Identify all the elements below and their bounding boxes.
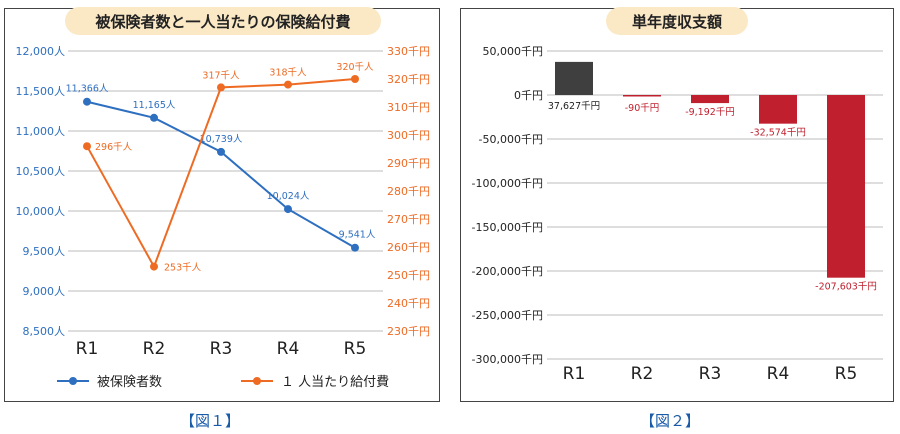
data-point xyxy=(83,142,91,151)
legend-marker xyxy=(253,377,261,385)
chart-title-1: 被保険者数と一人当たりの保険給付費 xyxy=(65,7,381,35)
data-label: 253千人 xyxy=(164,263,202,274)
y-tick-label: -200,000千円 xyxy=(472,265,543,278)
data-label: 37,627千円 xyxy=(548,101,600,112)
chart-title-2: 単年度収支額 xyxy=(606,7,748,35)
bar-chart: 50,000千円 0千円 -50,000千円 -100,000千円 -150,000千円… xyxy=(472,45,883,384)
y-tick-label-right: 260千円 xyxy=(387,241,430,254)
y-tick-label: -250,000千円 xyxy=(472,309,543,322)
legend-label: 被保険者数 xyxy=(97,375,162,390)
x-tick-label: R1 xyxy=(76,339,99,359)
data-point xyxy=(351,243,359,252)
y-tick-label-left: 10,500人 xyxy=(16,165,66,178)
y-tick-label: -50,000千円 xyxy=(479,133,543,146)
data-label: 318千人 xyxy=(269,68,307,79)
x-tick-label: R3 xyxy=(699,364,722,384)
chart-panel-2: 単年度収支額 50,000千円 0千円 -50,000千円 -100,000千円 -15… xyxy=(460,7,894,402)
y-tick-label: 50,000千円 xyxy=(483,45,544,58)
bar xyxy=(555,61,593,95)
data-point xyxy=(284,205,292,214)
x-tick-label: R4 xyxy=(767,364,790,384)
data-label: 10,024人 xyxy=(267,191,310,202)
legend-marker xyxy=(69,377,77,385)
data-point xyxy=(217,147,225,156)
data-point xyxy=(150,113,158,122)
data-label: 296千人 xyxy=(95,142,133,153)
chart-panel-1: 被保険者数と一人当たりの保険給付費 12,000人 11,500人 11,000人 1… xyxy=(4,7,440,402)
y-tick-label-right: 230千円 xyxy=(387,325,430,338)
y-tick-label-left: 10,000人 xyxy=(16,205,66,218)
x-tick-label: R5 xyxy=(835,364,858,384)
y-tick-label: -100,000千円 xyxy=(472,177,543,190)
data-label: -9,192千円 xyxy=(685,107,735,118)
y-tick-label-right: 320千円 xyxy=(387,73,430,86)
data-label: -32,574千円 xyxy=(750,128,806,139)
data-label: 11,165人 xyxy=(133,100,176,111)
y-tick-label-right: 290千円 xyxy=(387,157,430,170)
series-line-2 xyxy=(86,78,356,269)
y-tick-label-right: 330千円 xyxy=(387,45,430,58)
data-point xyxy=(284,80,292,89)
data-point xyxy=(217,83,225,92)
y-tick-label-left: 12,000人 xyxy=(16,45,66,58)
data-label: 320千人 xyxy=(336,62,374,73)
data-label: 317千人 xyxy=(202,70,240,81)
x-tick-label: R5 xyxy=(344,339,367,359)
bar xyxy=(691,95,729,104)
bar xyxy=(759,95,797,124)
y-tick-label-left: 11,000人 xyxy=(16,125,66,138)
figure-caption-2: 【図２】 xyxy=(640,412,701,430)
y-tick-label-left: 8,500人 xyxy=(23,325,66,338)
x-tick-label: R1 xyxy=(563,364,586,384)
series-line-1 xyxy=(86,100,356,249)
y-tick-label-left: 9,500人 xyxy=(23,245,66,258)
line-chart: 12,000人 11,500人 11,000人 10,500人 10,000人 9,500… xyxy=(16,45,431,390)
figure-caption-1: 【図１】 xyxy=(180,412,241,430)
bar xyxy=(827,95,865,278)
y-tick-label: 0千円 xyxy=(514,89,543,102)
data-label: -207,603千円 xyxy=(815,282,877,293)
y-tick-label-right: 250千円 xyxy=(387,269,430,282)
x-tick-label: R3 xyxy=(210,339,233,359)
x-tick-label: R4 xyxy=(277,339,300,359)
data-label: 11,366人 xyxy=(66,84,109,95)
y-tick-label: -150,000千円 xyxy=(472,221,543,234)
data-point xyxy=(83,97,91,106)
data-label: 10,739人 xyxy=(200,134,243,145)
bar xyxy=(623,95,661,97)
y-tick-label-right: 310千円 xyxy=(387,101,430,114)
x-tick-label: R2 xyxy=(631,364,654,384)
y-tick-label-left: 11,500人 xyxy=(16,85,66,98)
y-tick-label-left: 9,000人 xyxy=(23,285,66,298)
data-point xyxy=(351,75,359,83)
data-label: 9,541人 xyxy=(339,230,376,241)
y-tick-label: -300,000千円 xyxy=(472,353,543,366)
y-tick-label-right: 280千円 xyxy=(387,185,430,198)
y-tick-label-right: 300千円 xyxy=(387,129,430,142)
data-label: -90千円 xyxy=(625,103,660,114)
data-point xyxy=(150,262,158,271)
y-tick-label-right: 270千円 xyxy=(387,213,430,226)
y-tick-label-right: 240千円 xyxy=(387,297,430,310)
legend-label: １ 人当たり給付費 xyxy=(281,375,389,390)
x-tick-label: R2 xyxy=(143,339,166,359)
